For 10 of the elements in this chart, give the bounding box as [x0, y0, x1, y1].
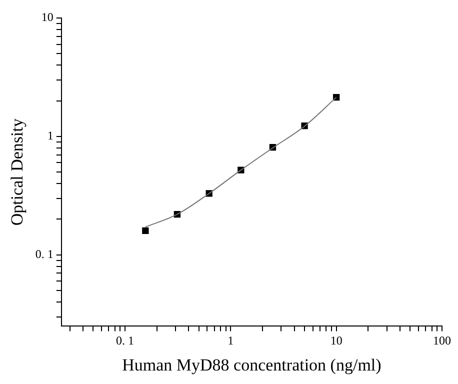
y-tick-label: 0. 1 — [35, 247, 54, 262]
x-tick-label: 100 — [433, 334, 451, 348]
y-tick-label: 10 — [41, 10, 54, 24]
point — [142, 227, 149, 234]
x-tick-label: 1 — [228, 334, 234, 348]
y-tick-label: 1 — [47, 128, 54, 143]
y-axis-title: Optical Density — [8, 118, 27, 226]
x-axis-title: Human MyD88 concentration (ng/ml) — [122, 355, 382, 374]
x-tick-label: 0. 1 — [116, 334, 134, 348]
x-tick-label: 10 — [330, 334, 342, 348]
